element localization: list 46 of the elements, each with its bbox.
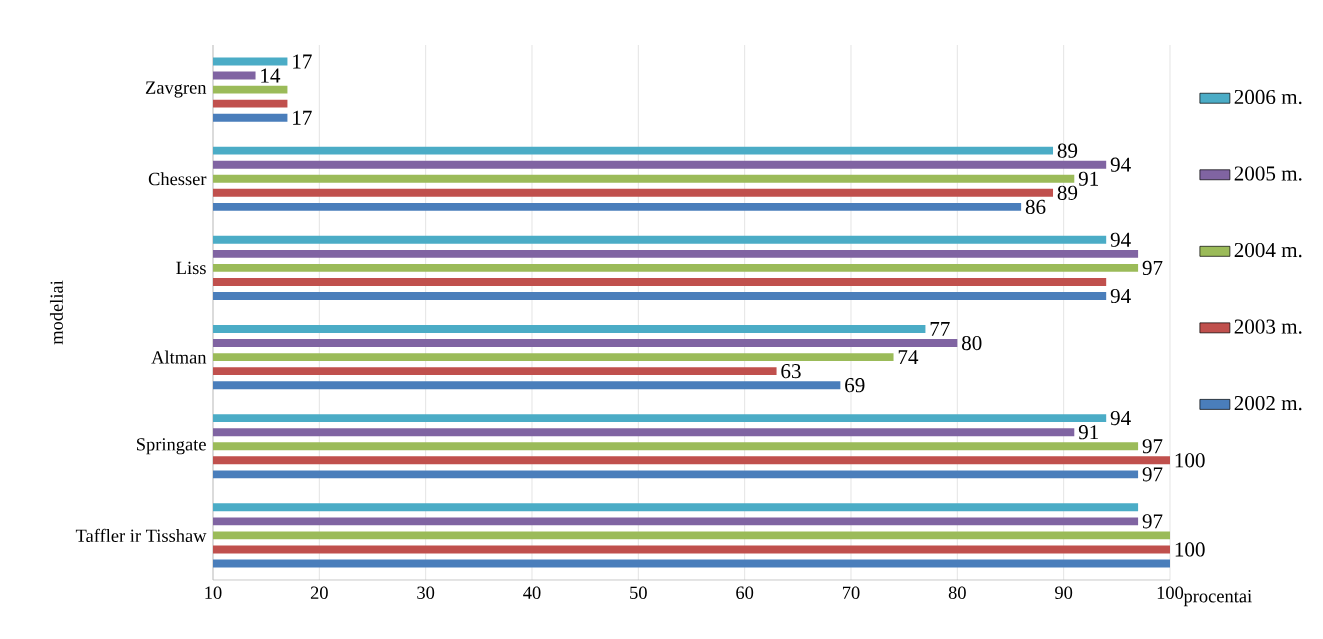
- data-label: 89: [1057, 185, 1078, 200]
- data-label: 97: [1142, 467, 1163, 482]
- x-tick-label: 60: [736, 586, 754, 599]
- x-tick-label: 30: [417, 586, 435, 599]
- data-label: 100: [1175, 453, 1205, 468]
- data-label: 86: [1025, 199, 1046, 214]
- x-tick-label: 100: [1157, 586, 1184, 599]
- legend-label: 2006 m.: [1234, 89, 1302, 105]
- x-tick-label: 70: [842, 586, 860, 599]
- data-label: 17: [293, 110, 312, 125]
- x-tick-label: 20: [310, 586, 328, 599]
- data-label: 17: [293, 54, 312, 69]
- data-label: 89: [1057, 143, 1078, 158]
- data-label: 94: [1110, 411, 1131, 426]
- data-label: 94: [1110, 288, 1131, 304]
- data-label: 91: [1078, 425, 1098, 440]
- data-label: 97: [1142, 514, 1163, 529]
- legend-label: 2004 m.: [1234, 242, 1302, 258]
- y-tick-label: Taffler ir Tisshaw: [75, 528, 207, 543]
- x-tick-label: 50: [630, 586, 647, 599]
- data-label: 63: [781, 364, 801, 379]
- legend-label: 2002 m.: [1234, 396, 1302, 411]
- data-label: 14: [261, 68, 281, 83]
- y-tick-label: Springate: [137, 438, 206, 455]
- data-label: 97: [1142, 439, 1163, 454]
- legend-label: 2003 m.: [1234, 319, 1302, 334]
- x-tick-label: 80: [948, 586, 966, 599]
- x-tick-label: 90: [1055, 586, 1073, 599]
- data-label: 97: [1142, 260, 1163, 275]
- y-axis-title: modeliai: [49, 280, 63, 345]
- x-tick-label: 10: [205, 586, 222, 599]
- data-label: 94: [1110, 157, 1131, 172]
- y-tick-label: Liss: [176, 261, 206, 275]
- data-label: 100: [1175, 542, 1205, 557]
- data-label: 74: [898, 350, 919, 365]
- data-label: 94: [1110, 232, 1131, 247]
- data-label: 80: [961, 335, 982, 351]
- data-label: 77: [930, 322, 950, 336]
- y-tick-label: Altman: [151, 350, 207, 364]
- y-tick-label: Zavgren: [145, 81, 207, 98]
- data-label: 69: [845, 378, 865, 393]
- y-tick-label: Chesser: [148, 172, 207, 186]
- data-label: 91: [1078, 171, 1098, 186]
- x-tick-label: 40: [523, 586, 541, 599]
- legend-label: 2005 m.: [1234, 166, 1302, 181]
- x-axis-title: procentai: [1183, 590, 1252, 607]
